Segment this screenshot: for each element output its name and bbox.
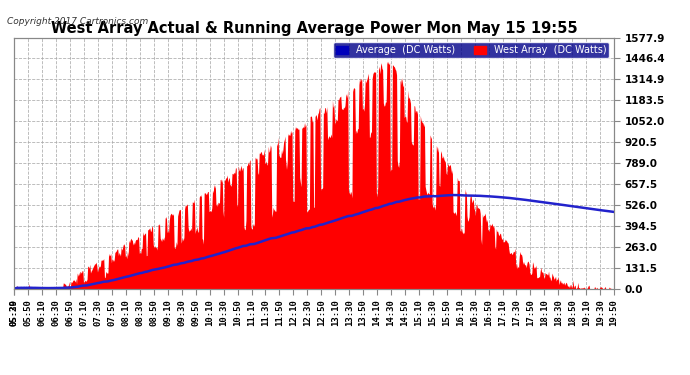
Title: West Array Actual & Running Average Power Mon May 15 19:55: West Array Actual & Running Average Powe… xyxy=(50,21,578,36)
Legend: Average  (DC Watts), West Array  (DC Watts): Average (DC Watts), West Array (DC Watts… xyxy=(333,42,609,58)
Text: Copyright 2017 Cartronics.com: Copyright 2017 Cartronics.com xyxy=(7,17,148,26)
